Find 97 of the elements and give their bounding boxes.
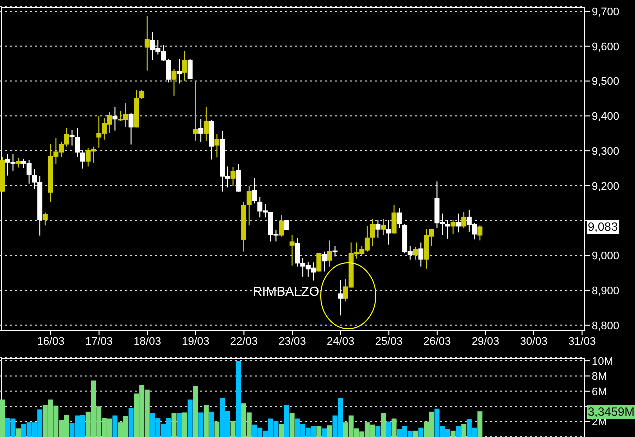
candlestick: [246, 186, 252, 226]
candlestick: [418, 242, 424, 268]
x-tick-label: 31/03: [568, 336, 596, 348]
candlestick: [16, 158, 22, 168]
candlestick: [70, 130, 75, 146]
candlestick: [338, 280, 344, 316]
x-tick-label: 30/03: [520, 336, 548, 348]
candlestick: [177, 58, 182, 84]
candlestick: [252, 178, 258, 204]
candlestick: [198, 118, 204, 142]
candlestick: [413, 246, 418, 260]
bar: [236, 361, 242, 437]
y-tick-label: 9,000: [592, 250, 620, 263]
candlestick: [462, 212, 467, 229]
candlestick: [193, 80, 198, 142]
candlestick: [230, 166, 236, 186]
candlestick: [188, 58, 193, 80]
candlestick: [322, 251, 328, 272]
candlestick: [42, 212, 48, 226]
candlestick: [327, 240, 332, 268]
y-tick-label: 8,800: [592, 320, 620, 332]
y-tick-label: 8M: [592, 371, 608, 384]
candlestick: [236, 164, 242, 192]
x-tick-label: 23/03: [278, 336, 306, 348]
x-tick-label: 16/03: [37, 336, 65, 348]
bar: [198, 412, 204, 437]
candlestick: [204, 106, 209, 142]
candlestick: [80, 149, 86, 170]
annotation: RIMBALZO: [253, 284, 320, 299]
bar: [182, 412, 188, 437]
x-tick-label: 22/03: [230, 336, 258, 348]
y-tick-label: 6M: [592, 386, 608, 398]
bar: [376, 426, 381, 437]
y-tick-label: 10M: [592, 356, 614, 368]
bar: [128, 408, 134, 437]
annotation: 9,083: [587, 220, 620, 234]
bar: [316, 426, 322, 437]
candlestick: [144, 16, 150, 72]
bar: [392, 418, 397, 437]
bar: [462, 424, 467, 437]
bar: [177, 413, 182, 437]
candlestick: [128, 112, 134, 146]
y-tick-label: 8,900: [592, 285, 620, 298]
bar: [16, 428, 22, 437]
candlestick: [456, 213, 462, 234]
candlestick: [112, 106, 118, 132]
x-tick-label: 29/03: [472, 336, 500, 348]
bar: [172, 413, 177, 437]
candlestick: [140, 90, 145, 100]
bar: [327, 426, 332, 437]
bar: [322, 428, 328, 437]
bar: [450, 430, 456, 437]
bar: [456, 426, 462, 437]
candlestick: [316, 252, 322, 272]
bar: [386, 422, 392, 437]
y-tick-label: 9,400: [592, 111, 620, 124]
candlestick: [182, 50, 188, 82]
x-tick-label: 24/03: [327, 336, 355, 348]
bar: [230, 421, 236, 437]
y-tick-label: 9,600: [592, 41, 620, 54]
bar: [284, 405, 290, 437]
y-tick-label: 9,300: [592, 146, 620, 158]
bar: [209, 412, 214, 437]
text: 3,3459M: [587, 404, 635, 419]
candlestick: [376, 220, 381, 238]
y-tick-label: 9,200: [592, 180, 620, 193]
x-tick-label: 19/03: [182, 336, 210, 348]
candlestick: [392, 204, 397, 234]
y-tick-label: 9,700: [592, 6, 620, 18]
bar: [112, 416, 118, 437]
candlestick: [478, 225, 483, 242]
bar: [193, 386, 198, 437]
candlestick: [450, 220, 456, 235]
bar: [381, 413, 386, 437]
bar: [413, 430, 418, 437]
candlestick: [214, 134, 220, 158]
bar: [214, 422, 220, 437]
candlestick: [397, 208, 402, 229]
bar: [478, 412, 483, 437]
candlestick: [172, 68, 177, 96]
candlestick: [386, 220, 392, 246]
candlestick: [370, 218, 376, 247]
bar: [0, 400, 5, 437]
x-tick-label: 26/03: [424, 336, 452, 348]
bar: [204, 405, 209, 437]
x-tick-label: 17/03: [86, 336, 114, 348]
candlestick: [279, 214, 284, 238]
x-tick-label: 25/03: [375, 336, 403, 348]
candlestick: [75, 128, 80, 158]
bar: [279, 424, 284, 437]
candlestick: [290, 234, 295, 266]
bar: [290, 413, 295, 437]
candlestick: [381, 218, 386, 236]
y-tick-label: 9,500: [592, 76, 620, 88]
bar: [418, 428, 424, 437]
x-tick-label: 18/03: [134, 336, 162, 348]
bar: [188, 400, 193, 437]
